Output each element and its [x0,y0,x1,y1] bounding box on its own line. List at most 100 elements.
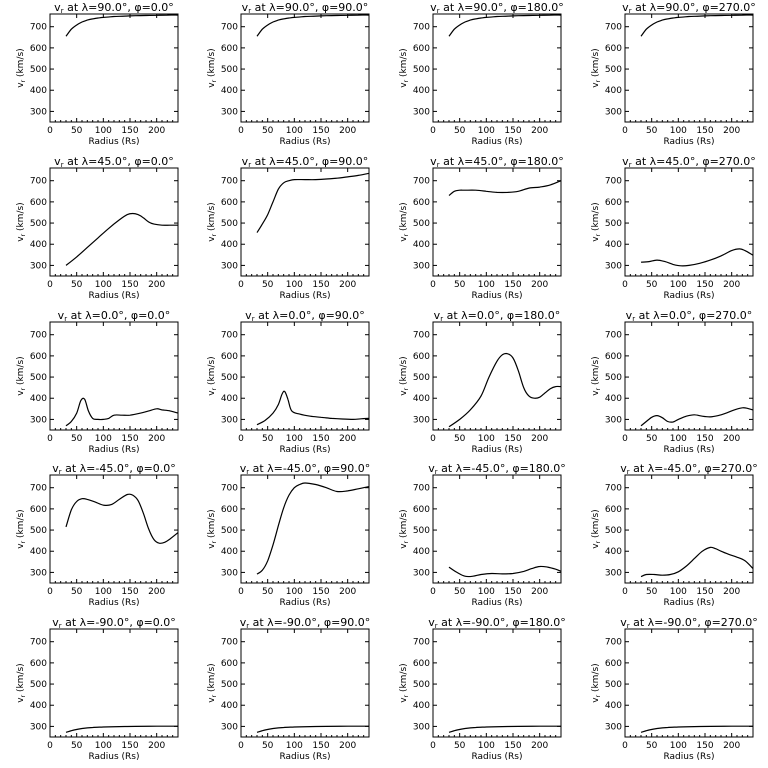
y-axis-label: vr (km/s) [207,356,218,395]
x-tick-label: 100 [478,280,495,290]
y-axis-label: vr (km/s) [591,48,602,87]
y-tick-label: 300 [221,415,238,425]
panel: vr at λ=90.0°, φ=270.0° 0 50 100 150 200 300 40… [591,1,756,147]
y-tick-label: 500 [221,680,238,690]
y-tick-label: 500 [413,373,430,383]
x-axis-label: Radius (Rs) [279,598,330,608]
series-line [65,14,179,37]
y-tick-label: 700 [221,331,238,341]
panel-title: vr at λ=-45.0°, φ=180.0° [428,462,566,476]
y-tick-label: 300 [605,415,622,425]
x-tick-label: 0 [622,741,628,751]
y-tick-label: 500 [605,373,622,383]
series-line [256,482,370,575]
y-tick-label: 500 [30,526,47,536]
x-tick-label: 150 [121,741,138,751]
series-line [640,248,754,267]
y-tick-label: 700 [30,23,47,33]
x-tick-label: 50 [262,280,274,290]
y-tick-label: 600 [221,44,238,54]
plot-frame [624,474,754,584]
x-tick-label: 50 [454,587,466,597]
x-tick-label: 200 [148,434,165,444]
x-tick-label: 150 [504,280,521,290]
y-tick-label: 400 [605,547,622,557]
x-tick-label: 150 [121,280,138,290]
panel-title: vr at λ=45.0°, φ=90.0° [242,155,369,169]
panel: vr at λ=-45.0°, φ=0.0° 0 50 100 150 200 300 400… [16,462,179,608]
x-tick-label: 0 [622,434,628,444]
x-tick-label: 0 [622,280,628,290]
panel-title: vr at λ=-45.0°, φ=0.0° [52,462,176,476]
x-tick-label: 100 [670,741,687,751]
y-tick-label: 300 [413,415,430,425]
x-tick-label: 200 [148,280,165,290]
y-tick-label: 600 [221,352,238,362]
x-tick-label: 100 [478,126,495,136]
y-axis-label: vr (km/s) [207,48,218,87]
panel-title: vr at λ=0.0°, φ=270.0° [626,309,753,323]
series-line [448,565,562,578]
y-tick-label: 400 [413,547,430,557]
x-tick-label: 200 [723,587,740,597]
x-tick-label: 200 [339,587,356,597]
x-tick-label: 0 [47,587,53,597]
y-tick-label: 500 [221,65,238,75]
x-tick-label: 0 [47,434,53,444]
panel: vr at λ=-90.0°, φ=90.0° 0 50 100 150 200 300 40… [207,616,370,762]
x-tick-label: 200 [723,434,740,444]
x-tick-label: 200 [148,126,165,136]
y-tick-label: 400 [221,701,238,711]
y-tick-label: 400 [605,86,622,96]
y-tick-label: 600 [221,659,238,669]
x-tick-label: 200 [723,280,740,290]
series-line [640,407,754,427]
x-tick-label: 0 [238,126,244,136]
y-tick-label: 600 [605,44,622,54]
panel-title: vr at λ=45.0°, φ=0.0° [54,155,174,169]
y-tick-label: 600 [221,198,238,208]
y-tick-label: 400 [413,701,430,711]
x-tick-label: 0 [622,587,628,597]
plot-frame [240,167,370,277]
y-tick-label: 700 [605,23,622,33]
x-tick-label: 50 [646,280,658,290]
x-tick-label: 150 [696,741,713,751]
panel-title: vr at λ=0.0°, φ=90.0° [245,309,365,323]
panel: vr at λ=-90.0°, φ=270.0° 0 50 100 150 200 300 4… [591,616,758,762]
y-tick-label: 400 [605,394,622,404]
y-tick-label: 600 [605,198,622,208]
x-tick-label: 100 [286,587,303,597]
x-tick-label: 50 [646,587,658,597]
y-tick-label: 700 [221,484,238,494]
y-axis-label: vr (km/s) [16,356,27,395]
y-tick-label: 300 [30,107,47,117]
panel: vr at λ=45.0°, φ=270.0° 0 50 100 150 200 300 40… [591,155,756,301]
y-tick-label: 300 [221,568,238,578]
x-tick-label: 200 [723,741,740,751]
y-tick-label: 700 [30,638,47,648]
y-tick-label: 700 [605,484,622,494]
panel-title: vr at λ=0.0°, φ=0.0° [58,309,171,323]
y-tick-label: 500 [221,526,238,536]
x-tick-label: 50 [71,434,83,444]
panel-title: vr at λ=45.0°, φ=270.0° [622,155,756,169]
y-tick-label: 400 [221,86,238,96]
y-axis-label: vr (km/s) [591,663,602,702]
y-tick-label: 400 [605,701,622,711]
y-tick-label: 700 [413,484,430,494]
panel-title: vr at λ=90.0°, φ=180.0° [430,1,564,15]
x-axis-label: Radius (Rs) [471,291,522,301]
plot-frame [624,321,754,431]
x-axis-label: Radius (Rs) [471,445,522,455]
panel: vr at λ=-90.0°, φ=180.0° 0 50 100 150 200 300 4… [399,616,566,762]
x-tick-label: 50 [262,126,274,136]
panel: vr at λ=0.0°, φ=180.0° 0 50 100 150 200 300 400… [399,309,562,455]
panel-title: vr at λ=-90.0°, φ=90.0° [240,616,371,630]
y-tick-label: 400 [30,701,47,711]
y-tick-label: 300 [605,261,622,271]
y-tick-label: 700 [221,177,238,187]
x-tick-label: 150 [312,587,329,597]
panel-title: vr at λ=45.0°, φ=180.0° [430,155,564,169]
